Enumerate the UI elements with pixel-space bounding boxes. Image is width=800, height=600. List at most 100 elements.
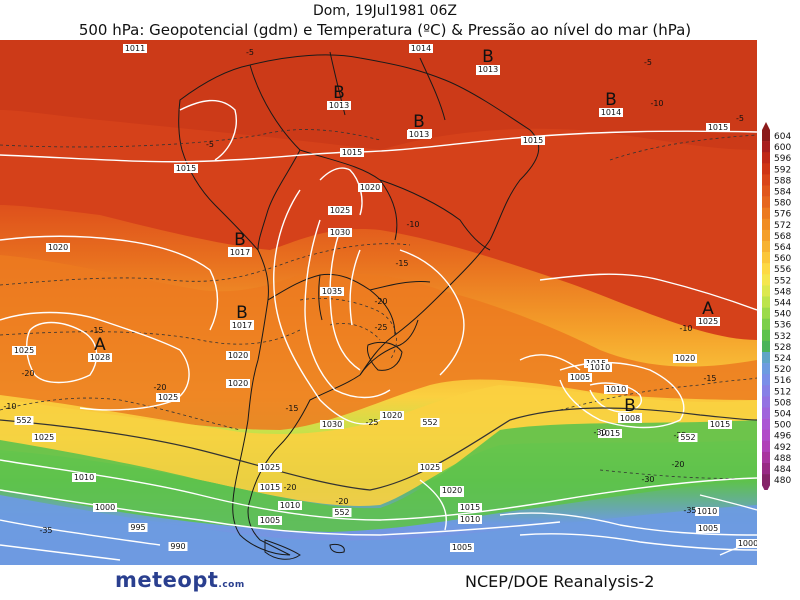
colorbar-swatch	[762, 374, 770, 386]
colorbar-tick-label: 528	[774, 343, 791, 353]
svg-text:1025: 1025	[698, 317, 718, 326]
isobar-label: 1005	[258, 516, 282, 525]
svg-text:1000: 1000	[95, 503, 115, 512]
center-value: 1013	[327, 101, 351, 110]
isobar-label: 1035	[320, 287, 344, 296]
colorbar-tick-label: 532	[774, 332, 791, 342]
temperature-label: -25	[365, 418, 378, 427]
svg-text:1035: 1035	[322, 287, 342, 296]
svg-text:995: 995	[130, 523, 145, 532]
isobar-label: 1000	[736, 539, 757, 548]
svg-text:1010: 1010	[280, 501, 300, 510]
colorbar-tick-label: 500	[774, 421, 791, 431]
temperature-label: -15	[395, 259, 408, 268]
colorbar-tick-label: 552	[774, 276, 791, 286]
svg-text:1020: 1020	[675, 354, 695, 363]
temperature-label: -15	[703, 374, 716, 383]
colorbar-tick-label: 508	[774, 398, 791, 408]
colorbar-tick-label: 484	[774, 465, 791, 475]
svg-text:1015: 1015	[600, 429, 620, 438]
colorbar-swatch	[762, 396, 770, 408]
colorbar-swatch	[762, 429, 770, 442]
svg-text:1020: 1020	[48, 243, 68, 252]
center-letter: B	[234, 230, 246, 250]
colorbar-tick-label: 524	[774, 354, 791, 364]
colorbar-swatch	[762, 363, 770, 375]
center-letter: B	[482, 47, 494, 67]
center-letter: A	[702, 299, 714, 319]
colorbar-swatch	[762, 418, 770, 430]
svg-text:1010: 1010	[74, 473, 94, 482]
svg-text:552: 552	[680, 433, 695, 442]
svg-text:1020: 1020	[228, 379, 248, 388]
height-label: 552	[420, 418, 440, 427]
colorbar-swatch	[762, 241, 770, 253]
isobar-label: 1015	[258, 483, 282, 492]
svg-text:1025: 1025	[158, 393, 178, 402]
svg-text:1013: 1013	[329, 101, 349, 110]
colorbar-tick-label: 556	[774, 265, 791, 275]
svg-text:1015: 1015	[710, 420, 730, 429]
colorbar-tick-label: 536	[774, 321, 791, 331]
isobar-label: 1010	[72, 473, 96, 482]
svg-text:1008: 1008	[620, 414, 640, 423]
svg-text:1030: 1030	[322, 420, 342, 429]
weather-map: 1011 1014 1013 1013 1013 1014 1015 1015 1015 1015…	[0, 40, 757, 565]
colorbar-swatch	[762, 218, 770, 231]
isobar-label: 1010	[278, 501, 302, 510]
svg-text:1025: 1025	[330, 206, 350, 215]
temperature-labels: -5 -5 -5 -10 -5 -10 -15 -20 -25 -10 -15 -20 -15 -20 -2…	[3, 48, 744, 535]
svg-text:1014: 1014	[601, 108, 621, 117]
colorbar-swatch	[762, 440, 770, 453]
svg-text:1025: 1025	[14, 346, 34, 355]
center-letter: B	[605, 90, 617, 110]
isobar-label: 1020	[226, 379, 250, 388]
isobar-label: 1015	[708, 420, 732, 429]
svg-text:1015: 1015	[708, 123, 728, 132]
logo-suffix: .com	[218, 580, 245, 590]
colorbar-swatch	[762, 318, 770, 331]
isobar-label: 1020	[46, 243, 70, 252]
isobar-label: 1025	[258, 463, 282, 472]
temperature-label: -10	[650, 99, 663, 108]
temperature-label: -25	[374, 323, 387, 332]
height-label: 552	[332, 508, 352, 517]
colorbar-tick-label: 560	[774, 254, 791, 264]
colorbar-swatch	[762, 352, 770, 364]
svg-text:1025: 1025	[420, 463, 440, 472]
colorbar-top-arrow	[762, 122, 770, 130]
isobar-label: 1025	[328, 206, 352, 215]
meteopt-logo: meteopt.com	[115, 568, 245, 592]
colorbar-swatch	[762, 152, 770, 164]
colorbar-swatch	[762, 451, 770, 464]
svg-text:1013: 1013	[409, 130, 429, 139]
isobar-label: 1015	[598, 429, 622, 438]
colorbar-swatch	[762, 385, 770, 397]
temperature-label: -10	[679, 324, 692, 333]
svg-text:1020: 1020	[360, 183, 380, 192]
temperature-label: -15	[90, 326, 103, 335]
svg-text:1005: 1005	[260, 516, 280, 525]
isobar-label: 1015	[174, 164, 198, 173]
svg-text:552: 552	[422, 418, 437, 427]
isobar-label: 1020	[358, 183, 382, 192]
isobar-label: 1025	[12, 346, 36, 355]
svg-text:1005: 1005	[452, 543, 472, 552]
center-value: 1017	[228, 248, 252, 257]
yellow-band	[0, 385, 757, 506]
map-title-fields: 500 hPa: Geopotencial (gdm) e Temperatur…	[78, 21, 692, 39]
isobar-label: 1005	[450, 543, 474, 552]
colorbar-swatch	[762, 252, 770, 264]
colorbar-swatch	[762, 407, 770, 419]
isobar-label: 1020	[226, 351, 250, 360]
colorbar-swatch	[762, 196, 770, 208]
svg-text:1010: 1010	[590, 363, 610, 372]
colorbar-swatch	[762, 163, 770, 175]
isobar-label: 1014	[409, 44, 433, 53]
height-label: 552	[14, 416, 34, 425]
svg-text:1015: 1015	[342, 148, 362, 157]
